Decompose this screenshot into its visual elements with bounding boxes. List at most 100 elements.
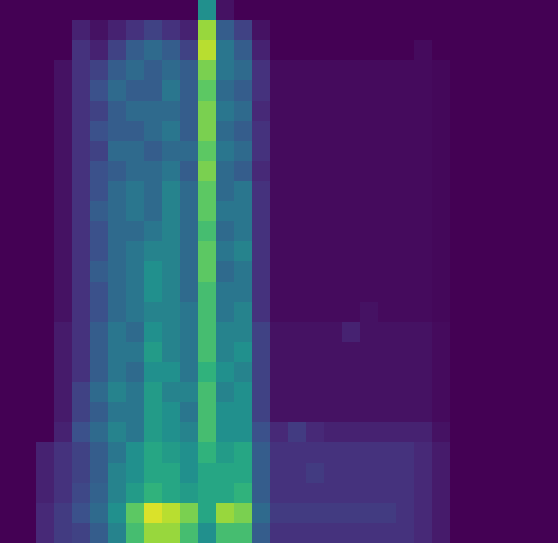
cell xyxy=(36,181,55,202)
cell xyxy=(522,141,541,162)
cell xyxy=(54,362,73,383)
cell xyxy=(342,181,361,202)
cell xyxy=(252,322,271,343)
cell xyxy=(306,20,325,41)
cell xyxy=(162,80,181,101)
cell xyxy=(378,282,397,303)
cell xyxy=(306,181,325,202)
cell xyxy=(324,241,343,262)
cell xyxy=(72,422,91,443)
cell xyxy=(126,402,145,423)
cell xyxy=(198,20,217,41)
cell xyxy=(252,60,271,81)
cell xyxy=(180,342,199,363)
cell xyxy=(108,261,127,282)
cell xyxy=(486,161,505,182)
cell xyxy=(198,322,217,343)
cell xyxy=(396,261,415,282)
cell xyxy=(72,80,91,101)
cell xyxy=(324,201,343,222)
cell xyxy=(0,141,19,162)
cell xyxy=(468,221,487,242)
cell xyxy=(504,362,523,383)
cell xyxy=(450,20,469,41)
cell xyxy=(378,121,397,142)
cell xyxy=(180,80,199,101)
cell xyxy=(216,261,235,282)
cell xyxy=(396,201,415,222)
cell xyxy=(36,141,55,162)
cell xyxy=(432,40,451,61)
cell xyxy=(486,282,505,303)
cell xyxy=(396,463,415,484)
cell xyxy=(522,402,541,423)
cell xyxy=(180,422,199,443)
cell xyxy=(198,161,217,182)
cell xyxy=(414,261,433,282)
cell xyxy=(540,422,558,443)
cell xyxy=(360,20,379,41)
cell xyxy=(504,0,523,21)
cell xyxy=(18,0,37,21)
cell xyxy=(504,463,523,484)
cell xyxy=(0,40,19,61)
cell xyxy=(504,121,523,142)
cell xyxy=(306,101,325,122)
cell xyxy=(144,141,163,162)
cell xyxy=(108,0,127,21)
cell xyxy=(0,241,19,262)
cell xyxy=(90,60,109,81)
cell xyxy=(468,261,487,282)
cell xyxy=(540,101,558,122)
cell xyxy=(180,322,199,343)
cell xyxy=(306,141,325,162)
cell xyxy=(126,362,145,383)
cell xyxy=(72,402,91,423)
cell xyxy=(396,40,415,61)
cell xyxy=(54,0,73,21)
cell xyxy=(252,422,271,443)
cell xyxy=(216,442,235,463)
cell xyxy=(252,261,271,282)
cell xyxy=(396,80,415,101)
cell xyxy=(306,342,325,363)
cell xyxy=(468,463,487,484)
cell xyxy=(54,463,73,484)
cell xyxy=(216,422,235,443)
cell xyxy=(72,463,91,484)
cell xyxy=(234,382,253,403)
cell xyxy=(36,241,55,262)
cell xyxy=(486,261,505,282)
cell xyxy=(288,181,307,202)
cell xyxy=(288,161,307,182)
cell xyxy=(234,0,253,21)
cell xyxy=(432,80,451,101)
cell xyxy=(378,442,397,463)
cell xyxy=(234,141,253,162)
cell xyxy=(234,463,253,484)
cell xyxy=(324,261,343,282)
cell xyxy=(324,0,343,21)
cell xyxy=(270,80,289,101)
cell xyxy=(36,101,55,122)
cell xyxy=(252,402,271,423)
cell xyxy=(504,60,523,81)
cell xyxy=(90,503,109,524)
cell xyxy=(36,463,55,484)
cell xyxy=(486,241,505,262)
cell xyxy=(270,101,289,122)
cell xyxy=(234,523,253,543)
cell xyxy=(396,302,415,323)
cell xyxy=(414,362,433,383)
cell xyxy=(270,181,289,202)
cell xyxy=(270,282,289,303)
cell xyxy=(162,483,181,504)
cell xyxy=(108,422,127,443)
cell xyxy=(126,322,145,343)
cell xyxy=(108,80,127,101)
cell xyxy=(306,302,325,323)
cell xyxy=(108,503,127,524)
cell xyxy=(198,402,217,423)
cell xyxy=(432,422,451,443)
cell xyxy=(162,342,181,363)
